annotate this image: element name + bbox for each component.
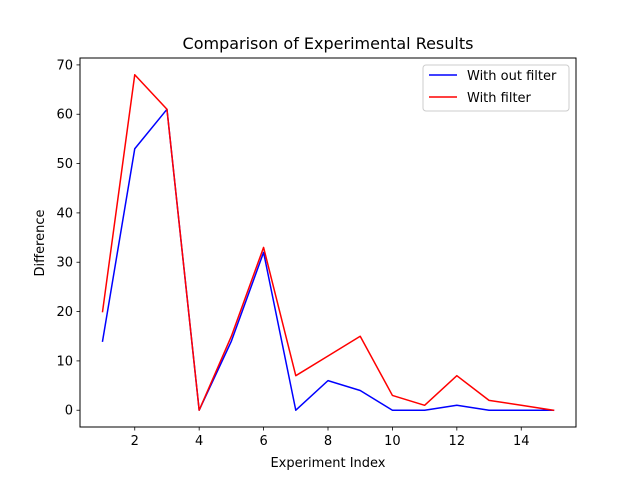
y-axis-ticks: 0 10 20 30 40 50 60 70 [56,58,80,419]
y-tick-label: 20 [56,305,73,320]
y-tick-label: 10 [56,354,73,369]
plot-area-frame [79,57,577,428]
y-tick-label: 40 [56,206,73,221]
y-tick-label: 70 [56,58,73,73]
y-tick-label: 0 [65,404,73,419]
legend-box [422,64,570,112]
legend-label-with-filter: With filter [467,91,532,106]
y-axis-label: Difference [33,209,48,276]
chart-title: Comparison of Experimental Results [183,34,474,53]
x-tick-label: 8 [324,434,332,449]
legend-label-with-out-filter: With out filter [467,69,557,84]
y-tick-label: 30 [56,256,73,271]
series-line-with-filter [101,74,555,412]
y-tick-label: 60 [56,108,73,123]
chart-legend: With out filter With filter [422,64,570,112]
x-tick-label: 14 [513,434,530,449]
x-tick-label: 4 [195,434,203,449]
x-tick-label: 10 [384,434,401,449]
series-layer [101,74,555,412]
x-axis-label: Experiment Index [270,456,385,471]
series-line-with-out-filter [101,108,555,411]
x-tick-label: 2 [131,434,139,449]
x-tick-label: 12 [449,434,466,449]
x-axis-ticks: 2 4 6 8 10 12 14 [131,427,530,449]
y-tick-label: 50 [56,157,73,172]
x-tick-label: 6 [259,434,267,449]
